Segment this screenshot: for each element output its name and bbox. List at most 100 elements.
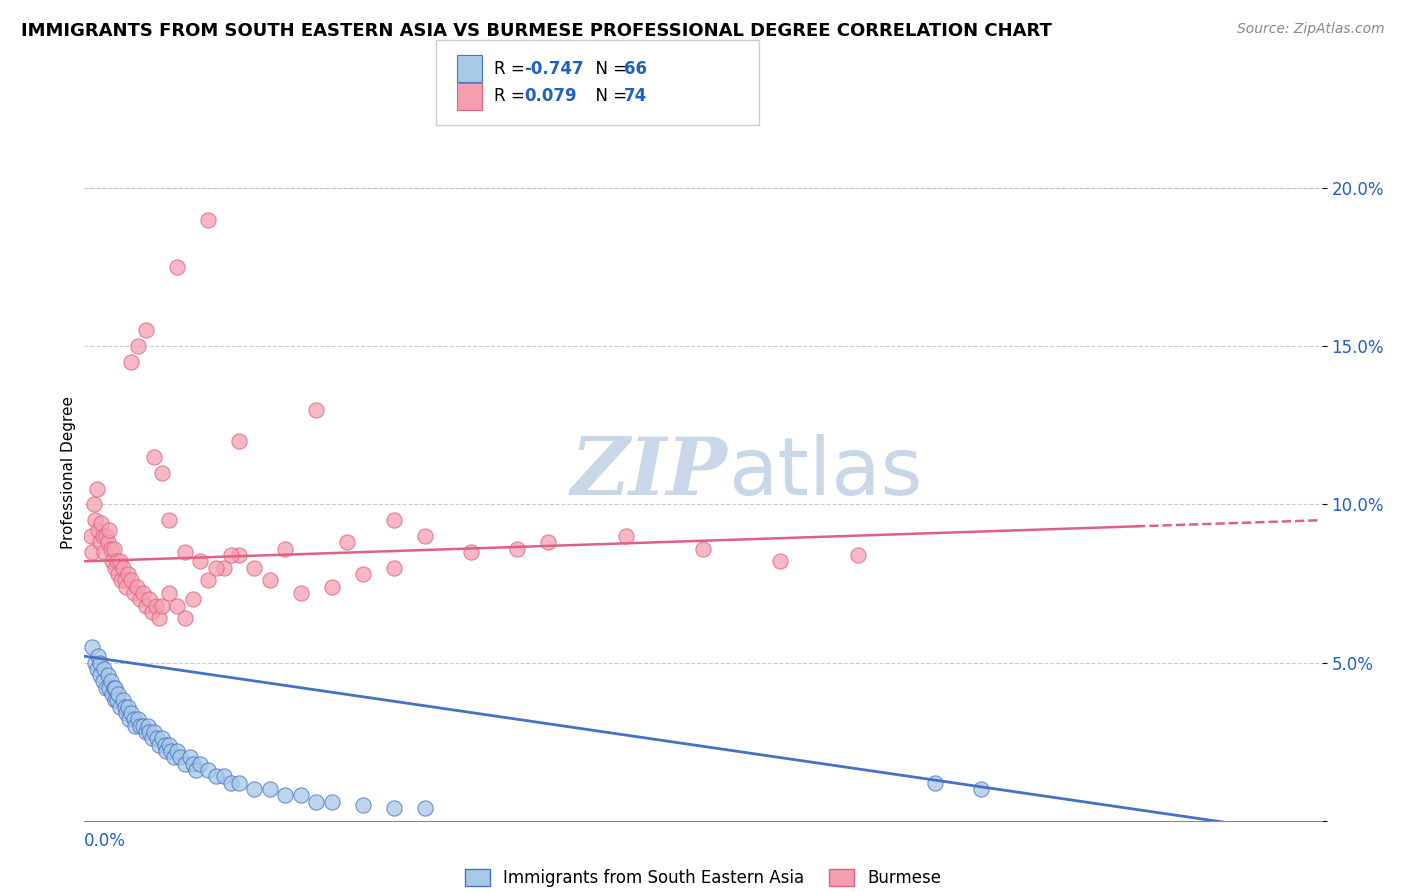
Point [143, 450, 166, 464]
Point [127, 339, 149, 353]
Point [184, 763, 207, 777]
Point [141, 731, 163, 746]
Point [169, 750, 191, 764]
Point [94, 529, 117, 543]
Point [104, 681, 127, 695]
Point [122, 586, 145, 600]
Point [769, 554, 792, 568]
Point [83, 497, 105, 511]
Point [181, 756, 204, 771]
Point [274, 541, 297, 556]
Point [101, 554, 124, 568]
Point [197, 763, 219, 777]
Point [160, 744, 183, 758]
Point [413, 529, 436, 543]
Point [107, 687, 129, 701]
Point [197, 212, 219, 227]
Point [138, 725, 160, 739]
Point [188, 756, 211, 771]
Point [205, 560, 228, 574]
Point [129, 592, 152, 607]
Text: 66: 66 [624, 60, 647, 78]
Point [305, 795, 328, 809]
Point [179, 750, 201, 764]
Point [148, 611, 170, 625]
Point [135, 323, 157, 337]
Point [150, 599, 173, 613]
Point [259, 782, 281, 797]
Point [174, 756, 197, 771]
Point [153, 738, 176, 752]
Point [100, 674, 122, 689]
Point [413, 801, 436, 815]
Point [125, 580, 148, 594]
Point [114, 699, 136, 714]
Point [87, 649, 110, 664]
Point [98, 681, 121, 695]
Point [120, 574, 142, 588]
Point [89, 656, 111, 670]
Point [98, 523, 121, 537]
Point [135, 725, 157, 739]
Point [117, 566, 139, 581]
Point [506, 541, 529, 556]
Point [112, 560, 135, 574]
Point [305, 402, 328, 417]
Text: 0.079: 0.079 [524, 87, 576, 105]
Point [135, 599, 157, 613]
Point [93, 545, 115, 559]
Point [155, 744, 177, 758]
Point [136, 719, 159, 733]
Point [228, 434, 250, 449]
Point [212, 560, 235, 574]
Point [352, 566, 374, 581]
Legend: Immigrants from South Eastern Asia, Burmese: Immigrants from South Eastern Asia, Burm… [457, 861, 949, 892]
Point [89, 535, 111, 549]
Text: atlas: atlas [728, 434, 922, 512]
Point [112, 693, 135, 707]
Point [382, 801, 405, 815]
Point [89, 668, 111, 682]
Point [219, 548, 242, 562]
Point [127, 713, 149, 727]
Point [82, 640, 104, 654]
Text: N =: N = [585, 87, 633, 105]
Point [103, 681, 125, 695]
Point [145, 599, 167, 613]
Text: IMMIGRANTS FROM SOUTH EASTERN ASIA VS BURMESE PROFESSIONAL DEGREE CORRELATION CH: IMMIGRANTS FROM SOUTH EASTERN ASIA VS BU… [21, 22, 1052, 40]
Point [110, 574, 132, 588]
Point [166, 260, 188, 275]
Point [846, 548, 869, 562]
Point [159, 738, 180, 752]
Point [243, 782, 266, 797]
Point [205, 769, 228, 783]
Point [159, 513, 180, 527]
Y-axis label: Professional Degree: Professional Degree [60, 396, 76, 549]
Point [132, 719, 155, 733]
Point [970, 782, 993, 797]
Point [228, 775, 250, 789]
Point [120, 706, 142, 720]
Point [94, 681, 117, 695]
Point [146, 731, 169, 746]
Point [91, 674, 114, 689]
Point [159, 586, 180, 600]
Text: -0.747: -0.747 [524, 60, 583, 78]
Point [86, 662, 108, 676]
Point [321, 580, 343, 594]
Point [115, 580, 138, 594]
Text: 74: 74 [624, 87, 648, 105]
Point [101, 687, 124, 701]
Point [90, 516, 112, 531]
Point [150, 731, 173, 746]
Point [382, 560, 405, 574]
Point [79, 529, 101, 543]
Point [115, 706, 138, 720]
Point [692, 541, 714, 556]
Point [132, 586, 155, 600]
Point [166, 599, 188, 613]
Point [382, 513, 405, 527]
Point [107, 566, 129, 581]
Point [103, 541, 125, 556]
Point [274, 789, 297, 803]
